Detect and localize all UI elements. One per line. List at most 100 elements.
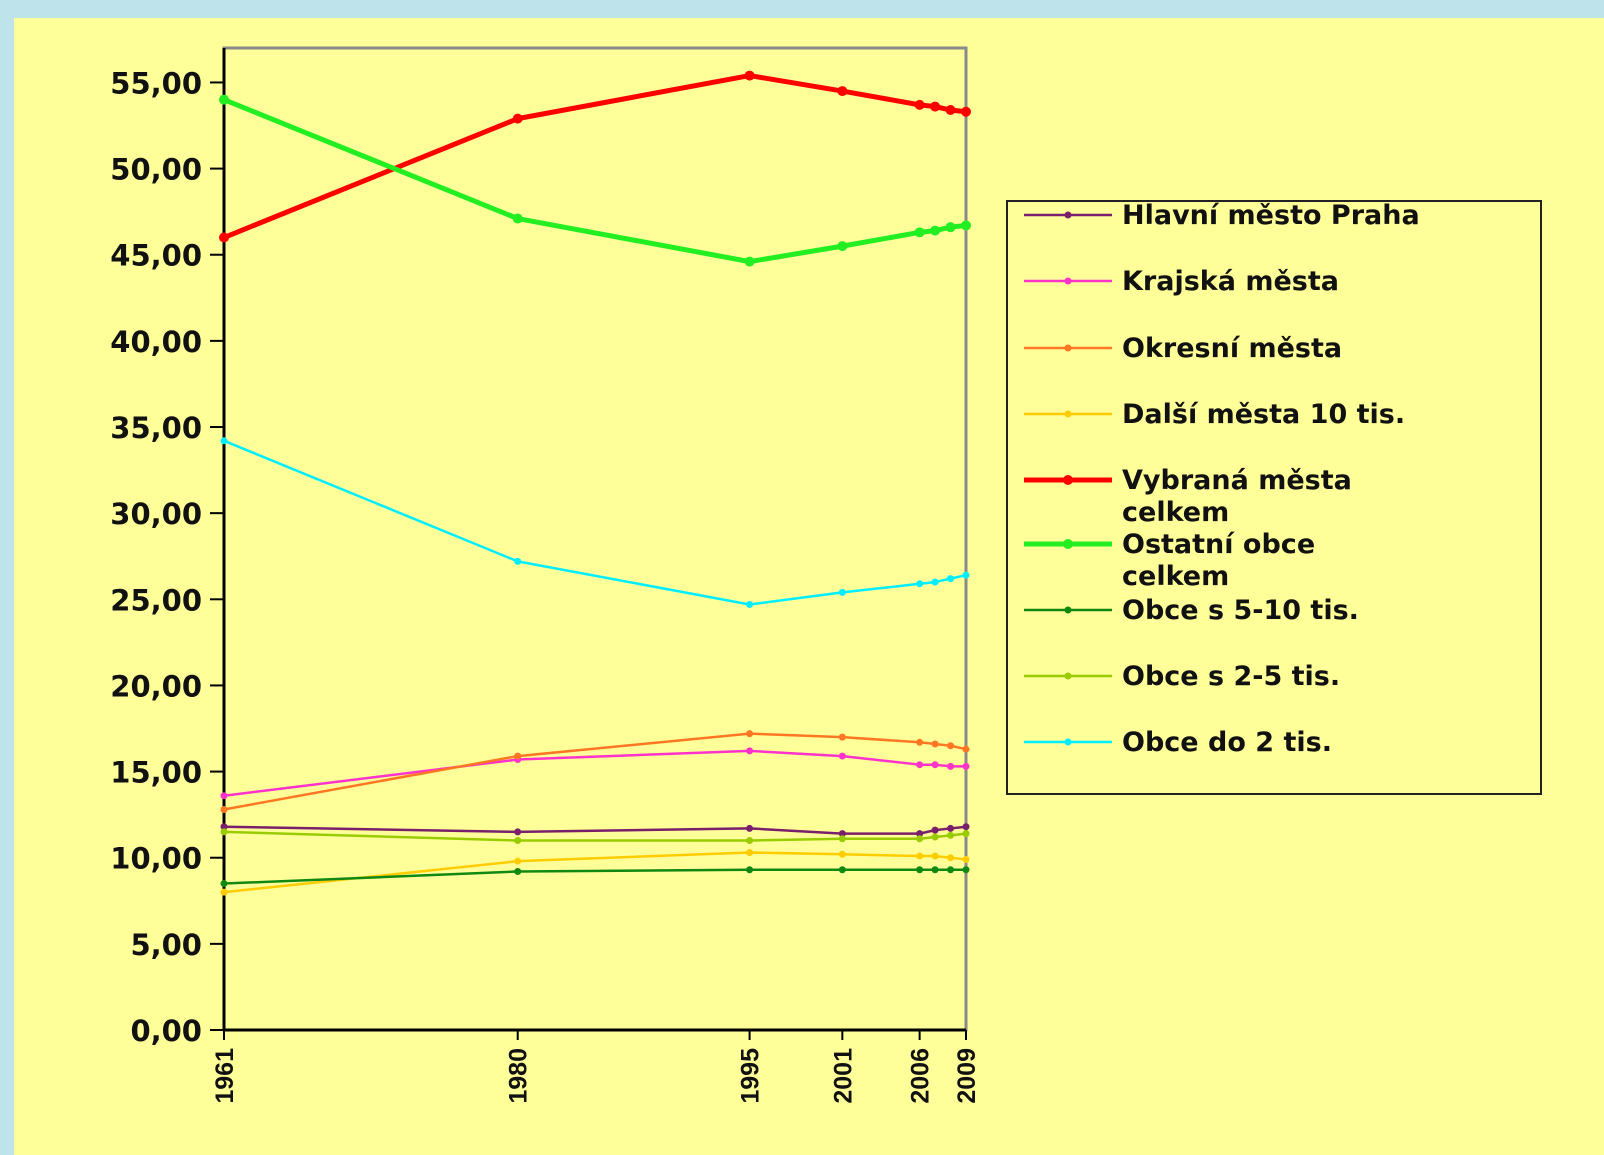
- data-point: [514, 836, 522, 844]
- data-point: [746, 730, 754, 738]
- data-point: [220, 880, 228, 888]
- data-point: [746, 600, 754, 608]
- plot-frame: [222, 46, 968, 1032]
- y-tick-label: 45,00: [110, 239, 202, 273]
- legend-item: Obce s 5-10 tis.: [1024, 595, 1359, 626]
- data-point: [931, 740, 939, 748]
- y-axis: 0,00 5,00 10,00 15,00 20,00 25,00 30,00 35,00 40…: [110, 48, 226, 1048]
- data-point: [945, 105, 956, 116]
- data-point: [961, 220, 971, 231]
- data-point: [947, 824, 955, 832]
- data-point: [947, 831, 955, 839]
- y-tick-label: 55,00: [110, 66, 202, 100]
- series-obce-do-2-tis-: [220, 437, 970, 608]
- data-point: [837, 86, 848, 97]
- legend-swatch-marker: [1064, 410, 1072, 418]
- data-point: [837, 241, 848, 252]
- data-point: [962, 745, 970, 753]
- data-point: [744, 70, 755, 81]
- data-point: [514, 868, 522, 876]
- legend-label: Vybraná města: [1122, 465, 1352, 496]
- legend-label: Obce do 2 tis.: [1122, 727, 1332, 758]
- series-vybran-m-sta-celkem: [219, 70, 971, 243]
- x-axis: 1961 1980 1995 2001 2006 2009: [211, 1028, 981, 1104]
- data-point: [512, 213, 523, 224]
- y-tick-label: 20,00: [110, 669, 202, 703]
- series-okresn-m-sta: [220, 730, 970, 813]
- legend-label: Hlavní město Praha: [1122, 200, 1420, 231]
- data-point: [947, 575, 955, 583]
- data-point: [220, 805, 228, 813]
- y-tick-label: 40,00: [110, 325, 202, 359]
- legend-label: Obce s 2-5 tis.: [1122, 661, 1340, 692]
- data-point: [514, 557, 522, 565]
- y-tick-label: 5,00: [130, 928, 202, 962]
- data-point: [931, 866, 939, 874]
- series-krajsk-m-sta: [220, 747, 970, 800]
- legend-label: Obce s 5-10 tis.: [1122, 595, 1359, 626]
- legend-swatch-marker: [1064, 672, 1072, 680]
- series-ostatn-obce-celkem: [219, 94, 971, 267]
- data-point: [220, 828, 228, 836]
- y-tick-label: 30,00: [110, 497, 202, 531]
- data-point: [931, 833, 939, 841]
- data-point: [947, 854, 955, 862]
- plot-area: [222, 46, 968, 1032]
- data-point: [746, 849, 754, 857]
- data-point: [220, 437, 228, 445]
- data-point: [916, 761, 924, 769]
- data-point: [746, 866, 754, 874]
- series-line: [223, 732, 967, 811]
- data-point: [744, 256, 755, 267]
- legend-swatch-marker: [1063, 475, 1073, 485]
- data-point: [916, 738, 924, 746]
- y-tick-label: 0,00: [130, 1014, 202, 1048]
- y-tick-label: 25,00: [110, 583, 202, 617]
- x-tick-label: 2001: [829, 1048, 857, 1104]
- data-point: [945, 222, 956, 233]
- data-point: [220, 888, 228, 896]
- line-chart: 0,00 5,00 10,00 15,00 20,00 25,00 30,00 35,00 40…: [110, 46, 1542, 1104]
- series-line: [223, 73, 967, 240]
- data-point: [514, 828, 522, 836]
- data-point: [914, 227, 925, 238]
- data-point: [931, 852, 939, 860]
- x-tick-label: 1980: [505, 1048, 533, 1104]
- data-point: [838, 733, 846, 741]
- data-point: [962, 830, 970, 838]
- x-tick-label: 1961: [211, 1048, 239, 1104]
- series-dal-m-sta-10-tis-: [220, 849, 970, 896]
- data-point: [838, 850, 846, 858]
- legend-swatch-marker: [1064, 277, 1072, 285]
- data-point: [838, 830, 846, 838]
- legend-label: Další města 10 tis.: [1122, 399, 1405, 430]
- legend-box: [1006, 200, 1542, 795]
- data-point: [838, 835, 846, 843]
- data-point: [962, 823, 970, 831]
- legend-label: Okresní města: [1122, 333, 1342, 364]
- data-point: [746, 824, 754, 832]
- legend-label: celkem: [1122, 561, 1229, 592]
- data-point: [514, 752, 522, 760]
- series-line: [223, 97, 967, 265]
- x-tick-label: 1995: [737, 1048, 765, 1104]
- series-obce-s-2-5-tis-: [220, 828, 970, 844]
- legend-swatch-marker: [1064, 606, 1072, 614]
- legend-label: Ostatní obce: [1122, 529, 1315, 560]
- series-hlavn-m-sto-praha: [220, 823, 970, 838]
- legend-label: Krajská města: [1122, 266, 1339, 297]
- series-layer: [219, 70, 971, 896]
- y-tick-label: 50,00: [110, 153, 202, 187]
- data-point: [512, 113, 523, 124]
- data-point: [930, 101, 941, 112]
- data-point: [220, 792, 228, 800]
- data-point: [962, 571, 970, 579]
- series-obce-s-5-10-tis-: [220, 866, 970, 888]
- y-tick-label: 35,00: [110, 411, 202, 445]
- data-point: [916, 580, 924, 588]
- data-point: [930, 225, 941, 236]
- data-point: [962, 855, 970, 863]
- legend-item: Hlavní město Praha: [1024, 200, 1420, 231]
- legend-swatch-marker: [1064, 344, 1072, 352]
